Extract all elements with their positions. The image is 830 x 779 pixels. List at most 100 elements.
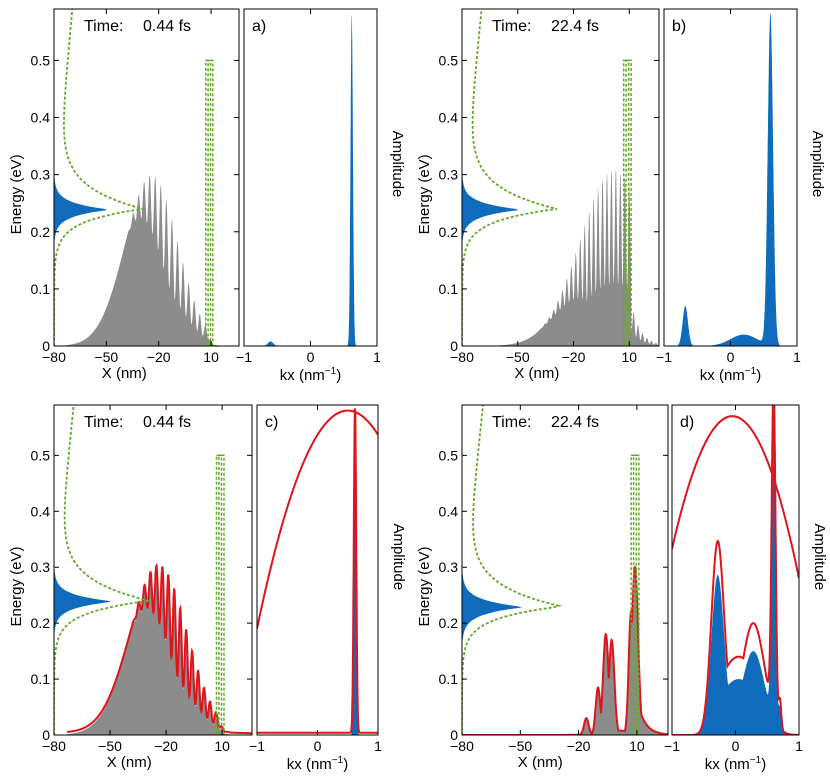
wave-packet-red-outline bbox=[66, 562, 252, 735]
left-plot-area bbox=[462, 9, 659, 346]
k-tick-label: 0 bbox=[727, 349, 735, 365]
panel-letter: d) bbox=[680, 414, 694, 431]
x-tick-label: −20 bbox=[567, 738, 591, 754]
k-axis-label-main: kx (nm bbox=[280, 367, 325, 384]
right-plot-area bbox=[664, 13, 797, 346]
panel-letter: a) bbox=[252, 18, 266, 35]
k-axis-label-sup: −1 bbox=[745, 366, 757, 377]
panel-d: 00.10.20.30.40.5−80 −50 −20 10X (nm)Energy … bbox=[416, 404, 828, 773]
panel-letter: c) bbox=[265, 414, 278, 431]
barrier-outline-1 bbox=[632, 454, 638, 735]
time-value: 0.44 fs bbox=[143, 18, 191, 35]
k-tick-label: 1 bbox=[793, 349, 801, 365]
right-plot-area bbox=[244, 14, 377, 346]
x-tick-label: −20 bbox=[562, 349, 586, 365]
x-tick-label: 10 bbox=[621, 349, 637, 365]
y-tick-label: 0 bbox=[450, 727, 458, 743]
x-tick-label: −80 bbox=[42, 349, 66, 365]
k-axis-label: kx (nm−1) bbox=[280, 366, 341, 384]
y-axis-label: Energy (eV) bbox=[416, 546, 433, 626]
y-tick-label: 0.5 bbox=[439, 52, 459, 68]
k-axis-label-end: ) bbox=[756, 367, 761, 384]
x-tick-label: −50 bbox=[508, 738, 532, 754]
time-label: Time: bbox=[84, 414, 123, 431]
panel-b: 00.10.20.30.40.5−80 −50 −20 10X (nm)Energy … bbox=[416, 8, 826, 384]
y-tick-label: 0.4 bbox=[31, 503, 51, 519]
y-axis-label: Energy (eV) bbox=[416, 154, 433, 234]
k-tick-label: 1 bbox=[373, 349, 381, 365]
time-label: Time: bbox=[84, 18, 123, 35]
panel-c: 00.10.20.30.40.5−80 −50 −20 10X (nm)Energy … bbox=[8, 404, 407, 773]
y-tick-label: 0.5 bbox=[31, 52, 51, 68]
x-axis-label: X (nm) bbox=[518, 754, 563, 771]
time-value: 0.44 fs bbox=[143, 414, 191, 431]
k-distribution-fill bbox=[244, 14, 377, 346]
y-axis-label: Energy (eV) bbox=[8, 154, 25, 234]
k-axis-label-main: kx (nm bbox=[705, 756, 750, 773]
y-tick-label: 0 bbox=[42, 727, 50, 743]
amplitude-label: Amplitude bbox=[390, 523, 407, 590]
y-tick-label: 0.1 bbox=[439, 281, 459, 297]
energy-distribution-fill bbox=[462, 572, 522, 640]
k-distribution-fill bbox=[664, 13, 797, 346]
barrier-outline-1 bbox=[218, 454, 223, 735]
y-tick-label: 0 bbox=[42, 338, 50, 354]
panel-a: 00.10.20.30.40.5−80 −50 −20 10X (nm)Energy … bbox=[8, 8, 406, 384]
x-tick-label: −50 bbox=[94, 349, 118, 365]
y-tick-label: 0.3 bbox=[439, 559, 459, 575]
x-tick-label: 10 bbox=[203, 349, 219, 365]
green-dashed-guide bbox=[462, 405, 563, 735]
y-tick-label: 0.2 bbox=[439, 615, 459, 631]
y-tick-label: 0.3 bbox=[31, 559, 51, 575]
right-plot-area bbox=[672, 405, 799, 735]
green-dashed-guide bbox=[462, 9, 558, 346]
time-label: Time: bbox=[492, 414, 531, 431]
y-tick-label: 0.1 bbox=[31, 671, 51, 687]
k-tick-label: 1 bbox=[795, 738, 803, 754]
x-axis-label: X (nm) bbox=[102, 365, 147, 382]
x-tick-label: −50 bbox=[506, 349, 530, 365]
k-axis-label-end: ) bbox=[761, 756, 766, 773]
left-plot-area bbox=[54, 9, 220, 346]
k-tick-label: −1 bbox=[249, 738, 265, 754]
k-tick-label: −1 bbox=[664, 738, 680, 754]
x-tick-label: −20 bbox=[154, 738, 178, 754]
x-tick-label: −80 bbox=[450, 738, 474, 754]
k-axis-label-sup: −1 bbox=[750, 755, 762, 766]
y-tick-label: 0.2 bbox=[439, 224, 459, 240]
y-axis-label: Energy (eV) bbox=[8, 546, 25, 626]
barrier-outline-1 bbox=[207, 59, 212, 346]
right-axes-box bbox=[663, 8, 798, 347]
amplitude-label: Amplitude bbox=[811, 523, 828, 590]
k-tick-label: 0 bbox=[732, 738, 740, 754]
y-tick-label: 0.2 bbox=[31, 615, 51, 631]
x-tick-label: −80 bbox=[42, 738, 66, 754]
y-tick-label: 0.3 bbox=[439, 167, 459, 183]
energy-distribution-fill bbox=[54, 567, 111, 635]
k-tick-label: 1 bbox=[374, 738, 382, 754]
left-axes-box bbox=[461, 8, 660, 347]
wave-packet-fill bbox=[499, 169, 659, 346]
amplitude-label: Amplitude bbox=[809, 131, 826, 198]
y-tick-label: 0.5 bbox=[439, 447, 459, 463]
k-distribution-fill bbox=[672, 405, 799, 735]
y-tick-label: 0.2 bbox=[31, 224, 51, 240]
barrier-outline-0 bbox=[215, 454, 225, 735]
x-axis-label: X (nm) bbox=[107, 754, 152, 771]
k-axis-label-main: kx (nm bbox=[287, 756, 332, 773]
panel-letter: b) bbox=[672, 18, 686, 35]
x-tick-label: −50 bbox=[98, 738, 122, 754]
left-plot-area bbox=[54, 405, 252, 735]
k-axis-label: kx (nm−1) bbox=[287, 755, 348, 773]
barrier-outline-0 bbox=[205, 59, 214, 346]
k-axis-label-sup: −1 bbox=[332, 755, 344, 766]
time-value: 22.4 fs bbox=[551, 18, 599, 35]
k-axis-label-end: ) bbox=[343, 756, 348, 773]
left-axes-box bbox=[53, 8, 240, 347]
k-tick-label: −1 bbox=[656, 349, 672, 365]
time-value: 22.4 fs bbox=[551, 414, 599, 431]
wave-packet-fill bbox=[66, 175, 220, 346]
amplitude-label: Amplitude bbox=[389, 131, 406, 198]
time-label: Time: bbox=[492, 18, 531, 35]
